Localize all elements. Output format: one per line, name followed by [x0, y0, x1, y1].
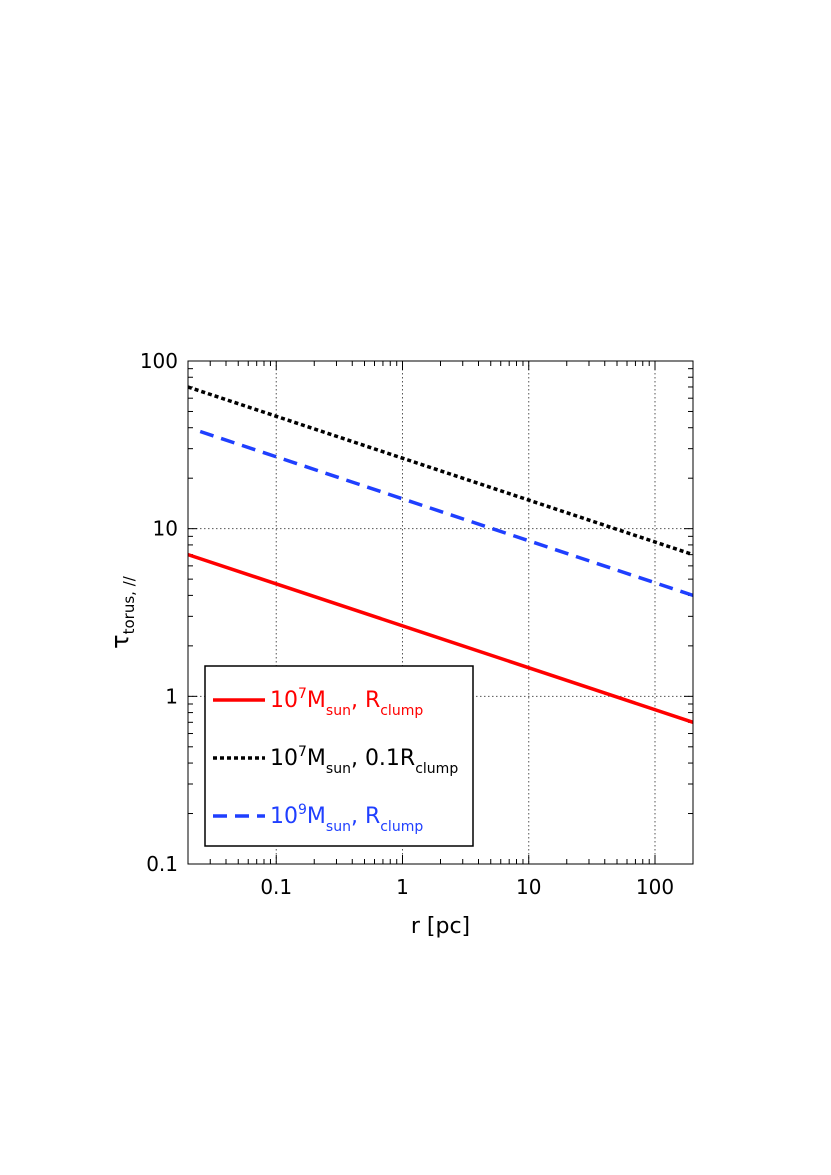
legend-label-part: sun	[326, 703, 351, 719]
y-tick-label: 10	[153, 517, 178, 541]
y-tick-label: 0.1	[146, 852, 178, 876]
legend-label-part: clump	[380, 819, 423, 835]
plot-frame	[187, 360, 694, 865]
legend-label-part: 10	[270, 746, 298, 771]
x-tick-label: 0.1	[260, 875, 292, 899]
legend-label-part: clump	[415, 761, 458, 777]
legend-label-1: 107Msun, Rclump	[270, 686, 423, 719]
legend-label-part: 7	[298, 686, 307, 702]
y-axis-label-symbol: τ	[106, 634, 134, 648]
legend-label-part: clump	[380, 703, 423, 719]
legend-label-part: sun	[326, 761, 351, 777]
y-axis-label-subscript: torus, //	[120, 575, 138, 634]
tick-labels: 0.1 1 10 100 0.1 1 10 100	[140, 349, 674, 899]
x-tick-label: 10	[516, 875, 541, 899]
x-tick-label: 100	[636, 875, 674, 899]
legend-label-part: M	[307, 746, 326, 771]
series-line-2	[187, 385, 694, 557]
legend-label-part: , 0.1R	[351, 746, 415, 771]
series-line-1	[187, 552, 694, 724]
minor-ticks	[187, 360, 694, 865]
legend-label-3: 109Msun, Rclump	[270, 802, 423, 835]
legend-label-part: sun	[326, 819, 351, 835]
legend-label-2: 107Msun, 0.1Rclump	[270, 744, 458, 777]
legend-label-part: , R	[351, 804, 380, 829]
x-axis-label: r [pc]	[411, 914, 470, 939]
y-tick-label: 1	[165, 684, 178, 708]
legend-label-part: 10	[270, 688, 298, 713]
legend-label-part: 9	[298, 802, 307, 818]
y-axis-label: τtorus, //	[106, 575, 138, 649]
legend-box	[204, 665, 474, 847]
y-tick-label: 100	[140, 349, 178, 373]
legend-label-part: M	[307, 804, 326, 829]
x-tick-label: 1	[396, 875, 409, 899]
legend-label-part: M	[307, 688, 326, 713]
legend-label-part: 10	[270, 804, 298, 829]
legend-label-part: 7	[298, 744, 307, 760]
series-lines	[187, 385, 694, 724]
legend-label-part: , R	[351, 688, 380, 713]
